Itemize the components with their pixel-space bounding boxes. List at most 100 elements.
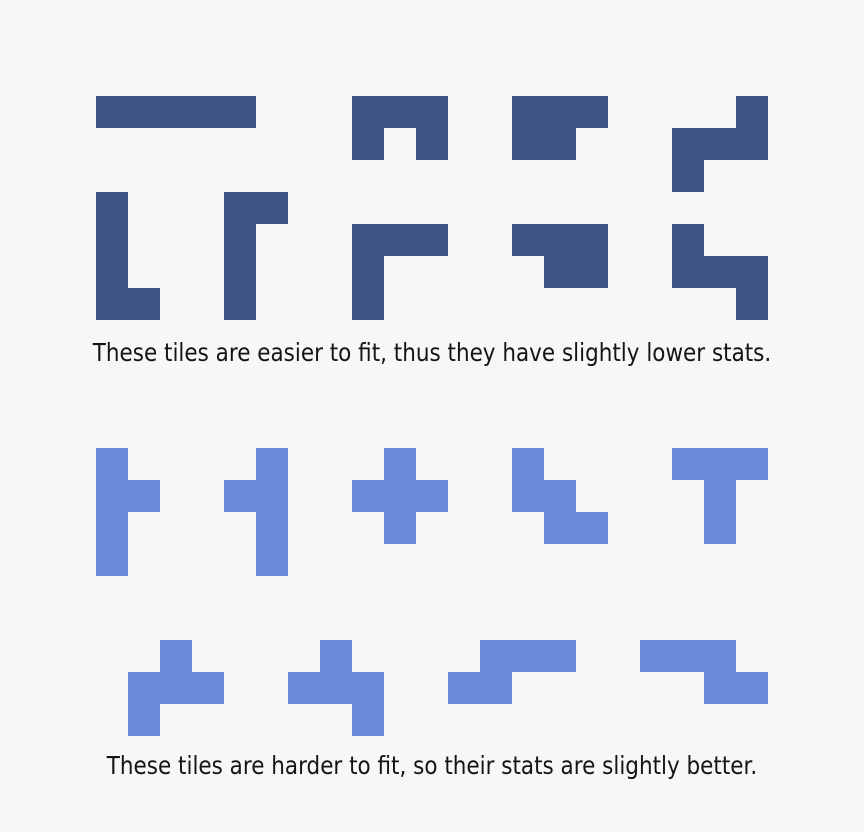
tile-cell	[352, 128, 384, 160]
tile-cell	[736, 128, 768, 160]
tile-cell	[704, 512, 736, 544]
tile-cell	[320, 640, 352, 672]
tile-cell	[384, 448, 416, 480]
tile-cell	[576, 256, 608, 288]
tile-cell	[736, 672, 768, 704]
tile-f-b	[288, 640, 384, 736]
tile-cell	[480, 672, 512, 704]
tile-cell	[704, 256, 736, 288]
tile-cell	[128, 480, 160, 512]
tile-cell	[256, 480, 288, 512]
tile-f-a	[128, 640, 224, 736]
tile-cell	[672, 448, 704, 480]
tile-cell	[640, 640, 672, 672]
tile-cell	[416, 480, 448, 512]
tile-cell	[160, 672, 192, 704]
tile-cell	[576, 96, 608, 128]
tile-cell	[512, 480, 544, 512]
tile-cell	[672, 640, 704, 672]
tile-cell	[544, 96, 576, 128]
tile-cell	[448, 672, 480, 704]
tile-cell	[672, 160, 704, 192]
tile-cell	[352, 288, 384, 320]
tile-cell	[352, 224, 384, 256]
tile-cell	[224, 192, 256, 224]
tile-cell	[96, 224, 128, 256]
tile-cell	[416, 224, 448, 256]
tile-cell	[96, 448, 128, 480]
tile-cell	[96, 192, 128, 224]
tile-cell	[704, 448, 736, 480]
tile-cell	[512, 640, 544, 672]
tile-group-easy	[96, 96, 768, 320]
tile-cell	[160, 96, 192, 128]
tile-cell	[672, 224, 704, 256]
tile-t	[672, 448, 768, 544]
tile-cell	[416, 128, 448, 160]
tile-z-step	[672, 224, 768, 320]
tile-cell	[544, 256, 576, 288]
tile-cell	[736, 96, 768, 128]
tile-cell	[256, 448, 288, 480]
tile-cell	[224, 96, 256, 128]
tile-cell	[320, 672, 352, 704]
tile-cell	[512, 224, 544, 256]
tile-cell	[576, 224, 608, 256]
caption-easy-tiles: These tiles are easier to fit, thus they…	[92, 338, 772, 367]
tile-plus	[352, 448, 448, 544]
tile-cell	[192, 672, 224, 704]
tile-cell	[288, 672, 320, 704]
tile-cell	[544, 640, 576, 672]
tile-cell	[128, 704, 160, 736]
tile-cell	[224, 480, 256, 512]
tile-cell	[96, 288, 128, 320]
tile-l-left	[96, 192, 160, 320]
tile-cell	[96, 96, 128, 128]
tile-cell	[224, 288, 256, 320]
tile-cell	[256, 544, 288, 576]
tile-cell	[224, 256, 256, 288]
tile-cell	[128, 288, 160, 320]
tile-cell	[736, 288, 768, 320]
tile-cell	[704, 672, 736, 704]
tile-cell	[352, 480, 384, 512]
tile-cell	[352, 672, 384, 704]
tile-cell	[192, 96, 224, 128]
tile-i-horizontal	[96, 96, 256, 128]
tile-cell	[256, 512, 288, 544]
tile-cell	[384, 512, 416, 544]
tile-cell	[512, 448, 544, 480]
tile-cell	[352, 96, 384, 128]
tile-y-right	[96, 448, 160, 576]
tile-cell	[512, 128, 544, 160]
tile-cell	[256, 192, 288, 224]
tile-cell	[704, 128, 736, 160]
tile-n-a	[448, 640, 576, 704]
tile-p-flat	[512, 224, 608, 288]
tile-cell	[352, 256, 384, 288]
tile-cell	[384, 224, 416, 256]
tile-l-top	[224, 192, 288, 320]
tile-cell	[736, 448, 768, 480]
tile-y-left	[224, 448, 288, 576]
tile-p	[512, 96, 608, 160]
tile-cell	[96, 544, 128, 576]
tile-cell	[384, 96, 416, 128]
tile-w	[512, 448, 608, 544]
tile-cell	[704, 480, 736, 512]
tile-v	[352, 224, 448, 320]
tile-n-b	[640, 640, 768, 704]
tile-cell	[160, 640, 192, 672]
tile-cell	[224, 224, 256, 256]
tile-cell	[544, 512, 576, 544]
tile-cell	[672, 256, 704, 288]
tile-cell	[576, 512, 608, 544]
tile-cell	[416, 96, 448, 128]
tile-cell	[96, 512, 128, 544]
tile-u	[352, 96, 448, 160]
tile-cell	[480, 640, 512, 672]
tile-cell	[672, 128, 704, 160]
tile-cell	[512, 96, 544, 128]
tile-cell	[544, 224, 576, 256]
